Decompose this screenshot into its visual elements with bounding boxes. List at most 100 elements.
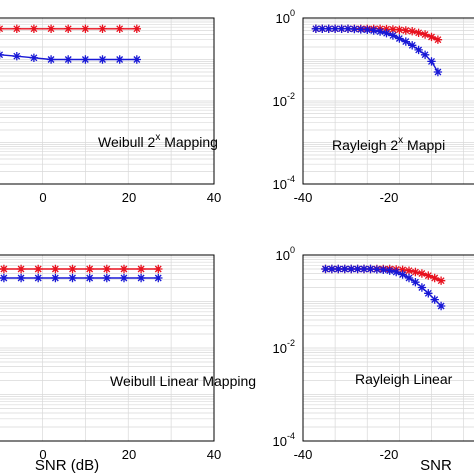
series-red-point [398, 265, 407, 274]
panel-annotation: Weibull 2x Mapping [98, 132, 218, 150]
series-red-point [132, 24, 141, 33]
series-red-point [427, 32, 436, 42]
series-red-point [436, 276, 446, 285]
series-blue-point [414, 45, 423, 55]
series-blue-point [0, 50, 4, 59]
series-blue-point [102, 273, 111, 283]
y-tick-label: 10-2 [273, 338, 295, 356]
y-tick-label: 100 [276, 245, 295, 263]
x-tick-label: -40 [294, 447, 313, 462]
x-tick-label: 40 [207, 190, 221, 205]
grid [303, 18, 474, 184]
series-blue-point [0, 273, 9, 283]
series-blue-point [330, 24, 340, 33]
series-blue-point [115, 55, 124, 64]
series-red-point [411, 267, 420, 277]
x-tick-label: 0 [39, 190, 46, 205]
series-blue-point [388, 31, 398, 40]
series-blue-point [433, 67, 443, 77]
series-red-point [12, 24, 21, 33]
series-red-point [388, 25, 398, 34]
series-blue-point [29, 53, 39, 62]
series-group [0, 264, 163, 283]
series-blue-point [16, 273, 26, 283]
series-group [311, 24, 443, 77]
panel-2: -40 -20 100 10-2 10-4 Rayleigh 2x Mappi [273, 8, 474, 205]
series-blue-point [382, 29, 391, 38]
series-blue-point [318, 24, 327, 33]
series-blue-point [343, 24, 353, 33]
grid [303, 255, 474, 441]
series-red-point [119, 264, 129, 274]
series-red-point [102, 264, 111, 274]
series-blue-point [337, 24, 346, 33]
series-blue-point [427, 57, 436, 66]
series-red-point [68, 264, 77, 274]
series-red-point [136, 264, 146, 274]
series-group [321, 264, 446, 311]
series-red-point [115, 24, 124, 33]
series-blue-point [311, 24, 321, 33]
series-blue-point [51, 273, 60, 283]
series-blue-point [436, 301, 446, 311]
series-red-point [81, 24, 90, 33]
series-blue-point [401, 37, 410, 46]
series-blue-point [411, 278, 420, 287]
x-axis-label: SNR [420, 457, 452, 474]
series-blue-point [324, 24, 333, 33]
series-group [0, 24, 141, 64]
series-red-point [34, 264, 43, 274]
series-red-point [46, 24, 56, 33]
series-blue-point [375, 27, 385, 36]
x-tick-label: 40 [207, 447, 221, 462]
x-axis-label: SNR (dB) [35, 457, 99, 474]
series-red-point [29, 24, 39, 33]
series-red-point [401, 26, 410, 35]
y-tick-label: 10-4 [273, 431, 295, 449]
series-red-point [420, 30, 430, 39]
series-blue-point [85, 273, 94, 283]
series-blue-point [420, 50, 430, 59]
series-red-point [64, 24, 73, 33]
series-blue-point [398, 270, 407, 279]
series-red-point [154, 264, 163, 274]
series-blue-point [340, 264, 349, 274]
series-red-point [51, 264, 60, 274]
series-blue-point [334, 264, 343, 274]
series-blue-point [369, 26, 378, 35]
series-blue-point [385, 266, 394, 275]
series-blue-point [395, 34, 404, 43]
series-blue-point [132, 55, 141, 64]
x-tick-label: 20 [122, 447, 136, 462]
series-red-point [424, 271, 433, 280]
series-blue-point [366, 264, 375, 274]
series-blue-point [379, 265, 388, 274]
x-tick-label: -40 [294, 190, 313, 205]
grid [0, 18, 214, 184]
series-blue-point [68, 273, 77, 283]
series-blue-point [353, 264, 362, 274]
panel-3: 0 20 40 Weibull Linear Mapping SNR (dB) [0, 254, 256, 474]
series-red-point [417, 269, 427, 278]
series-blue-point [359, 264, 369, 274]
series-blue-point [404, 273, 414, 283]
series-blue-point [347, 264, 356, 274]
series-blue-point [408, 41, 417, 50]
series-blue-point [12, 52, 21, 61]
series-blue-point [64, 55, 73, 64]
series-blue-point [424, 289, 433, 298]
series-red-point [85, 264, 94, 274]
series-blue-point [321, 264, 330, 274]
series-blue-point [372, 265, 382, 274]
series-red-point [430, 273, 439, 283]
panel-annotation: Rayleigh Linear [355, 371, 453, 387]
series-red-point [98, 24, 107, 33]
series-blue-point [98, 55, 107, 64]
series-blue-line [0, 54, 137, 61]
series-red-point [395, 25, 404, 34]
series-red-point [0, 264, 9, 274]
panel-annotation: Rayleigh 2x Mappi [332, 135, 445, 153]
series-blue-point [327, 264, 337, 274]
x-tick-label: 0 [39, 447, 46, 462]
